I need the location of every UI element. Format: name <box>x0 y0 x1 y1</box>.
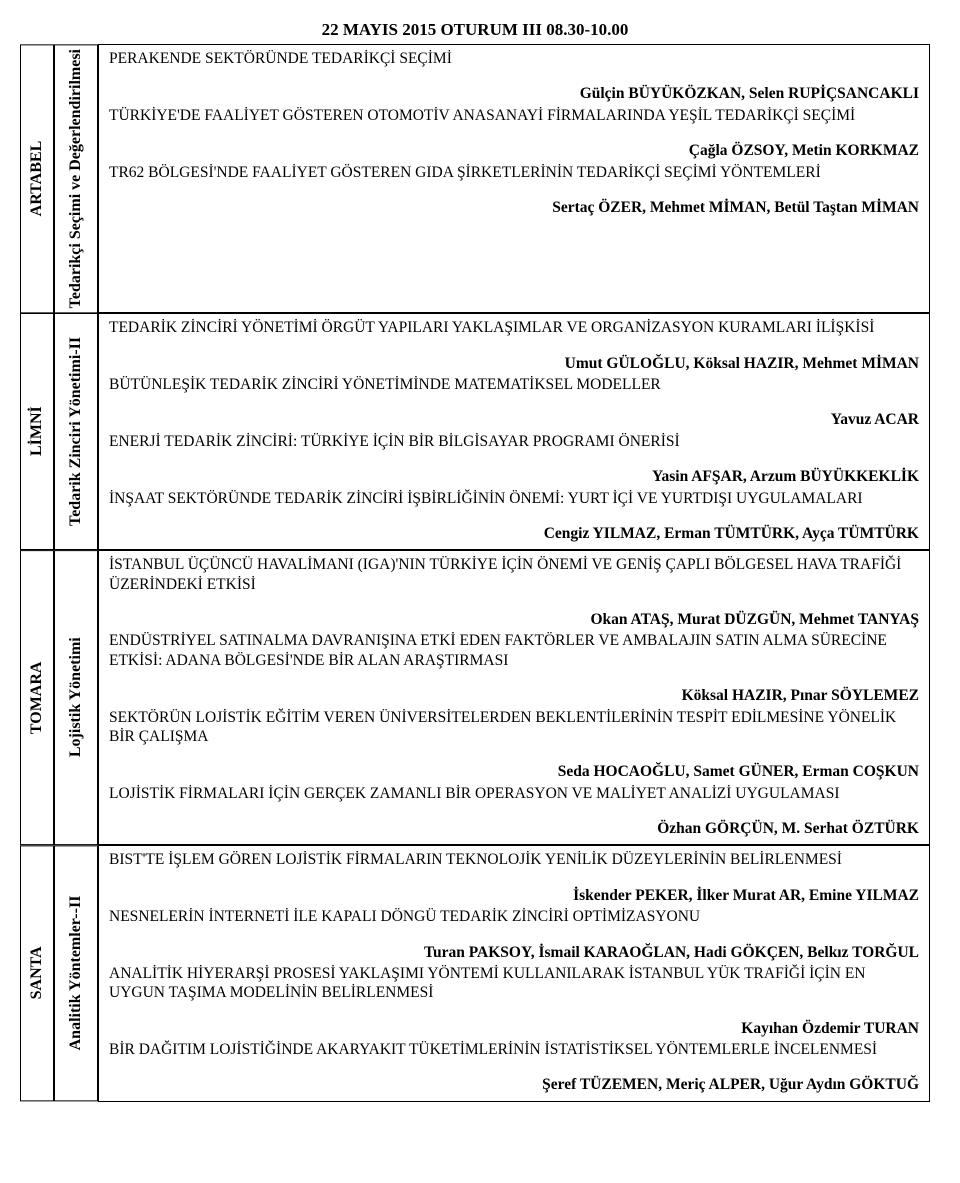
spacer <box>109 340 919 354</box>
page: 22 MAYIS 2015 OTURUM III 08.30-10.00 ART… <box>0 0 960 1122</box>
paper-title: ANALİTİK HİYERARŞİ PROSESİ YAKLAŞIMI YÖN… <box>109 964 919 1003</box>
spacer <box>109 453 919 467</box>
paper-authors: Turan PAKSOY, İsmail KARAOĞLAN, Hadi GÖK… <box>109 943 919 962</box>
paper-title: BİR DAĞITIM LOJİSTİĞİNDE AKARYAKIT TÜKET… <box>109 1040 919 1059</box>
paper-title: ENERJİ TEDARİK ZİNCİRİ: TÜRKİYE İÇİN BİR… <box>109 432 919 451</box>
room-cell: SANTA <box>20 845 54 1101</box>
paper-authors: Yavuz ACAR <box>109 410 919 429</box>
lead-paper-title: İSTANBUL ÜÇÜNCÜ HAVALİMANI (IGA)'NIN TÜR… <box>109 555 919 594</box>
paper-title: İNŞAAT SEKTÖRÜNDE TEDARİK ZİNCİRİ İŞBİRL… <box>109 489 919 508</box>
session-header: 22 MAYIS 2015 OTURUM III 08.30-10.00 <box>20 20 930 40</box>
room-cell: TOMARA <box>20 550 54 845</box>
track-cell: Analitik Yöntemler--II <box>54 845 98 1101</box>
trailing-authors: Şeref TÜZEMEN, Meriç ALPER, Uğur Aydın G… <box>109 1075 919 1094</box>
spacer <box>109 396 919 410</box>
trailing-authors: Cengiz YILMAZ, Erman TÜMTÜRK, Ayça TÜMTÜ… <box>109 524 919 543</box>
room-cell: ARTABEL <box>20 44 54 313</box>
spacer <box>109 748 919 762</box>
paper-authors: Köksal HAZIR, Pınar SÖYLEMEZ <box>109 686 919 705</box>
trailing-authors: Sertaç ÖZER, Mehmet MİMAN, Betül Taştan … <box>109 198 919 217</box>
paper-title: TR62 BÖLGESİ'NDE FAALİYET GÖSTEREN GIDA … <box>109 163 919 182</box>
spacer <box>109 929 919 943</box>
spacer <box>109 1005 919 1019</box>
paper-authors: Yasin AFŞAR, Arzum BÜYÜKKEKLİK <box>109 467 919 486</box>
spacer <box>109 127 919 141</box>
spacer <box>109 672 919 686</box>
paper-authors: Seda HOCAOĞLU, Samet GÜNER, Erman COŞKUN <box>109 762 919 781</box>
paper-authors: İskender PEKER, İlker Murat AR, Emine YI… <box>109 886 919 905</box>
track-cell: Tedarik Zinciri Yönetimi-II <box>54 313 98 550</box>
paper-authors: Umut GÜLOĞLU, Köksal HAZIR, Mehmet MİMAN <box>109 354 919 373</box>
spacer <box>109 184 919 198</box>
paper-authors: Kayıhan Özdemir TURAN <box>109 1019 919 1038</box>
spacer <box>109 872 919 886</box>
paper-title: LOJİSTİK FİRMALARI İÇİN GERÇEK ZAMANLI B… <box>109 784 919 803</box>
lead-paper-title: PERAKENDE SEKTÖRÜNDE TEDARİKÇİ SEÇİMİ <box>109 49 919 68</box>
paper-authors: Gülçin BÜYÜKÖZKAN, Selen RUPİÇSANCAKLI <box>109 84 919 103</box>
content-cell: İSTANBUL ÜÇÜNCÜ HAVALİMANI (IGA)'NIN TÜR… <box>98 550 930 845</box>
content-cell: BIST'TE İŞLEM GÖREN LOJİSTİK FİRMALARIN … <box>98 845 930 1101</box>
spacer <box>109 1061 919 1075</box>
spacer <box>109 596 919 610</box>
content-cell: TEDARİK ZİNCİRİ YÖNETİMİ ÖRGÜT YAPILARI … <box>98 313 930 550</box>
track-cell: Tedarikçi Seçimi ve Değerlendirilmesi <box>54 44 98 313</box>
paper-title: SEKTÖRÜN LOJİSTİK EĞİTİM VEREN ÜNİVERSİT… <box>109 708 919 747</box>
spacer <box>109 510 919 524</box>
paper-title: BÜTÜNLEŞİK TEDARİK ZİNCİRİ YÖNETİMİNDE M… <box>109 375 919 394</box>
room-cell: LİMNİ <box>20 313 54 550</box>
paper-title: TÜRKİYE'DE FAALİYET GÖSTEREN OTOMOTİV AN… <box>109 106 919 125</box>
lead-paper-title: BIST'TE İŞLEM GÖREN LOJİSTİK FİRMALARIN … <box>109 850 919 869</box>
paper-authors: Çağla ÖZSOY, Metin KORKMAZ <box>109 141 919 160</box>
lead-paper-title: TEDARİK ZİNCİRİ YÖNETİMİ ÖRGÜT YAPILARI … <box>109 318 919 337</box>
track-cell: Lojistik Yönetimi <box>54 550 98 845</box>
paper-authors: Okan ATAŞ, Murat DÜZGÜN, Mehmet TANYAŞ <box>109 610 919 629</box>
content-cell: PERAKENDE SEKTÖRÜNDE TEDARİKÇİ SEÇİMİ Gül… <box>98 44 930 313</box>
spacer <box>109 805 919 819</box>
schedule-grid: ARTABELTedarikçi Seçimi ve Değerlendiril… <box>20 44 930 1102</box>
trailing-authors: Özhan GÖRÇÜN, M. Serhat ÖZTÜRK <box>109 819 919 838</box>
paper-title: NESNELERİN İNTERNETİ İLE KAPALI DÖNGÜ TE… <box>109 907 919 926</box>
paper-title: ENDÜSTRİYEL SATINALMA DAVRANIŞINA ETKİ E… <box>109 631 919 670</box>
spacer <box>109 70 919 84</box>
